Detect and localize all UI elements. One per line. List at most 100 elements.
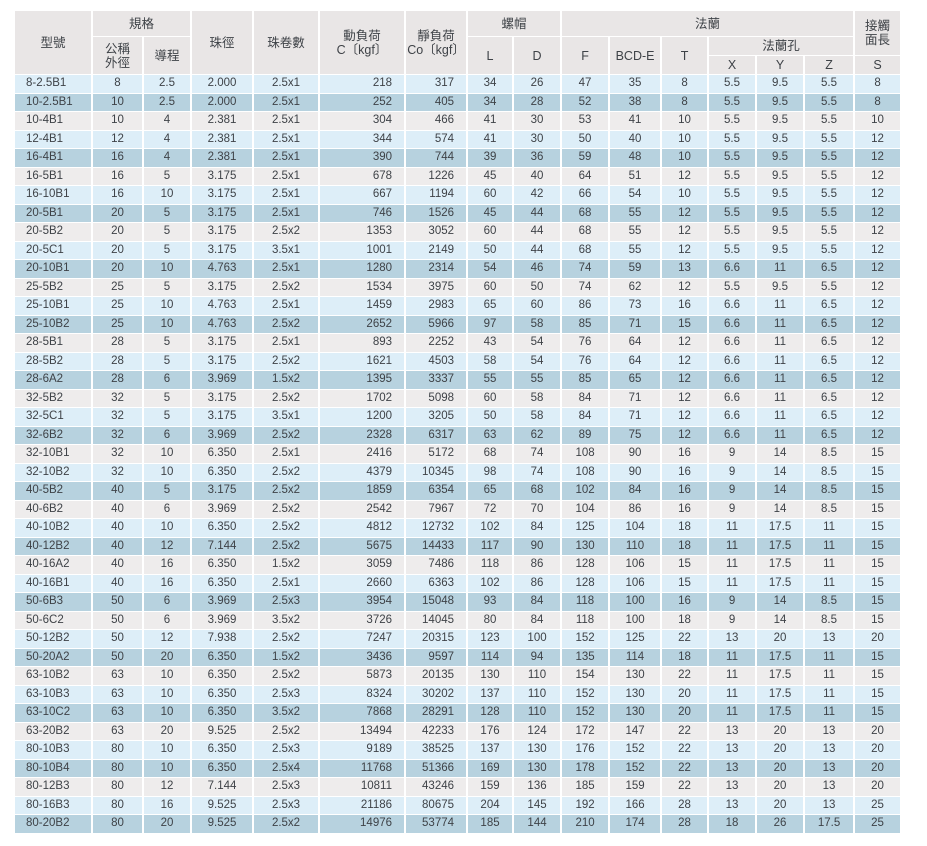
cell-hole-z: 11	[803, 666, 856, 686]
cell-outer-diameter: 40	[91, 518, 144, 538]
cell-ball-diameter: 6.350	[190, 740, 255, 760]
cell-hole-y: 14	[755, 462, 806, 482]
cell-nut-d: 84	[512, 518, 563, 538]
cell-flange-bcd-e: 130	[608, 684, 663, 704]
cell-flange-t: 20	[660, 703, 710, 723]
cell-model: 80-20B2	[13, 814, 93, 834]
cell-hole-z: 5.5	[803, 111, 856, 131]
cell-hole-x: 11	[707, 518, 758, 538]
cell-hole-x: 9	[707, 444, 758, 464]
cell-dynamic-load: 3726	[318, 610, 407, 630]
cell-static-load: 80675	[404, 795, 469, 815]
cell-hole-y: 14	[755, 610, 806, 630]
table-row: 20-10B1 20 10 4.763 2.5x1 1280 2314 54 46 74 59 13 6…	[13, 259, 903, 279]
cell-lead: 12	[141, 777, 193, 797]
cell-hole-z: 11	[803, 555, 856, 575]
cell-dynamic-load: 5675	[318, 536, 407, 556]
cell-nut-d: 58	[512, 314, 563, 334]
cell-lead: 10	[141, 462, 193, 482]
cell-flange-t: 16	[660, 592, 710, 612]
cell-hole-z: 11	[803, 647, 856, 667]
cell-dynamic-load: 1621	[318, 351, 407, 371]
cell-dynamic-load: 13494	[318, 721, 407, 741]
cell-hole-z: 6.5	[803, 388, 856, 408]
cell-model: 50-20A2	[13, 647, 93, 667]
cell-ball-circuits: 2.5x2	[252, 666, 321, 686]
cell-contact-s: 15	[853, 684, 903, 704]
cell-static-load: 744	[404, 148, 469, 168]
cell-model: 63-10B2	[13, 666, 93, 686]
cell-flange-t: 28	[660, 814, 710, 834]
table-row: 25-5B2 25 5 3.175 2.5x2 1534 3975 60 50 74 62 12 5.5…	[13, 277, 903, 297]
cell-lead: 6	[141, 610, 193, 630]
cell-hole-z: 13	[803, 740, 856, 760]
cell-hole-x: 13	[707, 758, 758, 778]
cell-flange-bcd-e: 152	[608, 758, 663, 778]
cell-flange-bcd-e: 35	[608, 74, 663, 94]
header-flange-holes-group: 法蘭孔	[707, 36, 856, 56]
cell-flange-t: 12	[660, 240, 710, 260]
cell-flange-f: 102	[560, 481, 611, 501]
cell-contact-s: 15	[853, 647, 903, 667]
cell-lead: 10	[141, 314, 193, 334]
cell-hole-z: 8.5	[803, 592, 856, 612]
cell-contact-s: 25	[853, 795, 903, 815]
cell-ball-diameter: 3.175	[190, 222, 255, 242]
cell-ball-circuits: 3.5x1	[252, 407, 321, 427]
cell-static-load: 28291	[404, 703, 469, 723]
cell-nut-l: 41	[466, 111, 515, 131]
cell-outer-diameter: 20	[91, 259, 144, 279]
table-row: 50-6B3 50 6 3.969 2.5x3 3954 15048 93 84 118 100 16…	[13, 592, 903, 612]
cell-hole-y: 9.5	[755, 148, 806, 168]
table-row: 80-10B4 80 10 6.350 2.5x4 11768 51366 169 130 178…	[13, 758, 903, 778]
cell-flange-t: 28	[660, 795, 710, 815]
cell-contact-s: 15	[853, 499, 903, 519]
cell-hole-x: 6.6	[707, 296, 758, 316]
cell-lead: 5	[141, 222, 193, 242]
cell-nut-d: 130	[512, 740, 563, 760]
cell-hole-x: 5.5	[707, 277, 758, 297]
cell-model: 10-4B1	[13, 111, 93, 131]
cell-lead: 10	[141, 518, 193, 538]
cell-nut-l: 45	[466, 166, 515, 186]
header-static-load: 靜負荷 Co〔kgf〕	[404, 10, 469, 75]
table-body: 8-2.5B1 8 2.5 2.000 2.5x1 218 317 34 26 47 35 8 5.5 9…	[13, 74, 903, 834]
cell-contact-s: 12	[853, 129, 903, 149]
cell-lead: 5	[141, 333, 193, 353]
cell-model: 25-10B2	[13, 314, 93, 334]
table-row: 25-10B1 25 10 4.763 2.5x1 1459 2983 65 60 86 73 16 6…	[13, 296, 903, 316]
cell-lead: 12	[141, 536, 193, 556]
cell-model: 63-10C2	[13, 703, 93, 723]
cell-contact-s: 15	[853, 536, 903, 556]
cell-hole-x: 11	[707, 684, 758, 704]
header-contact-length: 接觸 面長	[853, 10, 903, 56]
cell-hole-x: 6.6	[707, 351, 758, 371]
cell-ball-diameter: 2.000	[190, 92, 255, 112]
cell-nut-l: 58	[466, 351, 515, 371]
cell-ball-circuits: 2.5x3	[252, 592, 321, 612]
cell-static-load: 6317	[404, 425, 469, 445]
cell-nut-d: 50	[512, 277, 563, 297]
cell-hole-x: 6.6	[707, 314, 758, 334]
cell-hole-z: 13	[803, 777, 856, 797]
cell-dynamic-load: 1001	[318, 240, 407, 260]
cell-flange-t: 18	[660, 647, 710, 667]
cell-flange-f: 74	[560, 277, 611, 297]
cell-hole-y: 9.5	[755, 277, 806, 297]
cell-hole-x: 11	[707, 573, 758, 593]
header-nut-group: 螺帽	[466, 10, 563, 37]
cell-dynamic-load: 5873	[318, 666, 407, 686]
cell-ball-circuits: 2.5x1	[252, 166, 321, 186]
cell-ball-diameter: 2.381	[190, 148, 255, 168]
cell-model: 40-5B2	[13, 481, 93, 501]
ballscrew-spec-table: 型號 規格 珠徑 珠卷數 動負荷 C〔kgf〕 靜負荷 Co〔kgf〕 螺帽 法…	[13, 10, 903, 834]
cell-nut-l: 117	[466, 536, 515, 556]
cell-lead: 6	[141, 499, 193, 519]
cell-ball-circuits: 2.5x1	[252, 185, 321, 205]
cell-ball-circuits: 2.5x2	[252, 629, 321, 649]
table-row: 10-2.5B1 10 2.5 2.000 2.5x1 252 405 34 28 52 38 8 5.…	[13, 92, 903, 112]
cell-hole-z: 5.5	[803, 92, 856, 112]
cell-nut-d: 86	[512, 555, 563, 575]
cell-nut-l: 176	[466, 721, 515, 741]
cell-flange-t: 10	[660, 148, 710, 168]
